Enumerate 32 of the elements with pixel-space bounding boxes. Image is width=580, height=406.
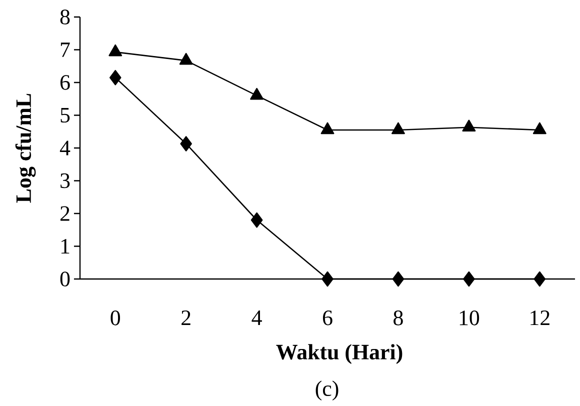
y-tick-label: 3 <box>60 173 70 188</box>
point <box>108 44 122 56</box>
point <box>392 122 405 134</box>
x-tick-label: 8 <box>394 310 403 326</box>
y-tick-label: 0 <box>60 272 70 286</box>
x-tick-label: 6 <box>322 310 332 326</box>
point <box>322 271 334 287</box>
y-tick-label: 4 <box>60 140 70 156</box>
y-tick-label: 6 <box>60 75 70 90</box>
point <box>532 122 546 134</box>
y-tick-label: 8 <box>60 10 70 24</box>
x-tick-label: 10 <box>460 310 480 326</box>
y-tick-label: 2 <box>60 206 70 221</box>
point <box>250 212 263 228</box>
y-tick-label: 7 <box>60 42 70 57</box>
x-axis-title: Waktu (Hari) <box>276 344 402 364</box>
point <box>463 271 475 287</box>
point <box>392 271 404 287</box>
y-axis-title: Log cfu/mL <box>15 94 36 203</box>
x-tick-label: 0 <box>110 310 120 326</box>
text: (c) <box>316 380 338 400</box>
point <box>320 122 334 134</box>
point <box>179 52 193 65</box>
point <box>462 120 476 132</box>
point <box>180 136 192 152</box>
x-tick-label: 4 <box>252 310 262 325</box>
point <box>534 271 546 287</box>
point <box>250 88 264 100</box>
y-tick-label: 5 <box>60 108 70 123</box>
y-tick-label: 1 <box>61 239 70 254</box>
x-tick-label: 12 <box>530 310 550 326</box>
x-tick-label: 2 <box>182 310 190 326</box>
